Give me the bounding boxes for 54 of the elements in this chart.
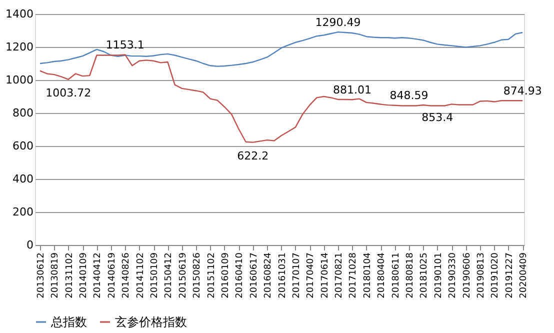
x-tick-label: 20180404 bbox=[377, 252, 388, 298]
x-tick-label: 20180104 bbox=[362, 252, 373, 298]
x-tick-label: 20170821 bbox=[334, 252, 345, 298]
x-tick-label: 20150109 bbox=[150, 252, 160, 298]
x-tick-label: 20180611 bbox=[391, 252, 402, 298]
x-tick-label: 20190606 bbox=[462, 252, 472, 298]
y-tick-label: 600 bbox=[12, 140, 34, 152]
annotation: 853.4 bbox=[422, 111, 454, 124]
y-tick-label: 1400 bbox=[6, 8, 34, 20]
x-tick-label: 20150619 bbox=[178, 252, 188, 298]
annotation: 848.59 bbox=[390, 88, 428, 102]
x-tick-label: 20200409 bbox=[519, 252, 530, 298]
x-tick-label: 20160824 bbox=[264, 252, 274, 298]
x-tick-label: 20170614 bbox=[320, 252, 330, 298]
x-tick-label: 20130612 bbox=[36, 252, 46, 298]
x-tick-label: 20130819 bbox=[50, 252, 61, 298]
y-tick-label: 1000 bbox=[6, 74, 34, 86]
x-tick-label: 20180818 bbox=[406, 252, 416, 298]
x-tick-label: 20170407 bbox=[306, 252, 316, 298]
y-tick-label: 400 bbox=[12, 172, 34, 186]
legend-label: 总指数 bbox=[50, 315, 87, 329]
x-tick-label: 20151102 bbox=[206, 252, 217, 298]
x-tick-label: 20140826 bbox=[122, 252, 132, 298]
x-tick-label: 20160410 bbox=[235, 252, 246, 298]
x-tick-label: 20161031 bbox=[278, 252, 288, 298]
x-tick-label: 20191020 bbox=[490, 252, 501, 298]
x-tick-label: 20160617 bbox=[249, 252, 260, 298]
x-tick-label: 20190330 bbox=[448, 252, 458, 298]
y-tick-label: 1200 bbox=[6, 40, 34, 54]
x-tick-label: 20171028 bbox=[348, 252, 359, 298]
y-tick-label: 0 bbox=[26, 238, 34, 252]
x-tick-label: 20131102 bbox=[64, 252, 75, 298]
annotation: 874.93 bbox=[503, 84, 542, 98]
x-tick-label: 20150826 bbox=[192, 252, 203, 298]
y-tick-label: 200 bbox=[12, 206, 34, 218]
annotation: 1003.72 bbox=[46, 86, 92, 100]
x-tick-label: 20181025 bbox=[420, 252, 430, 298]
x-tick-label: 20190813 bbox=[476, 252, 486, 298]
annotation: 1153.1 bbox=[106, 38, 144, 52]
annotation: 881.01 bbox=[332, 84, 372, 97]
line-series bbox=[39, 31, 524, 67]
x-tick-label: 20141102 bbox=[136, 252, 146, 298]
x-tick-label: 20190101 bbox=[434, 252, 444, 298]
x-tick-label: 20140412 bbox=[93, 252, 104, 298]
annotation: 1290.49 bbox=[315, 16, 361, 30]
x-tick-label: 20170107 bbox=[292, 252, 302, 298]
x-tick-label: 20140109 bbox=[79, 252, 90, 298]
x-tick-label: 20150412 bbox=[164, 252, 174, 298]
annotation: 622.2 bbox=[237, 149, 269, 162]
x-tick-label: 20140619 bbox=[107, 252, 118, 298]
x-tick-label: 20191227 bbox=[504, 252, 515, 298]
legend-label: 玄参价格指数 bbox=[115, 315, 187, 329]
y-tick-label: 800 bbox=[12, 106, 34, 120]
x-tick-label: 20160109 bbox=[220, 252, 231, 298]
